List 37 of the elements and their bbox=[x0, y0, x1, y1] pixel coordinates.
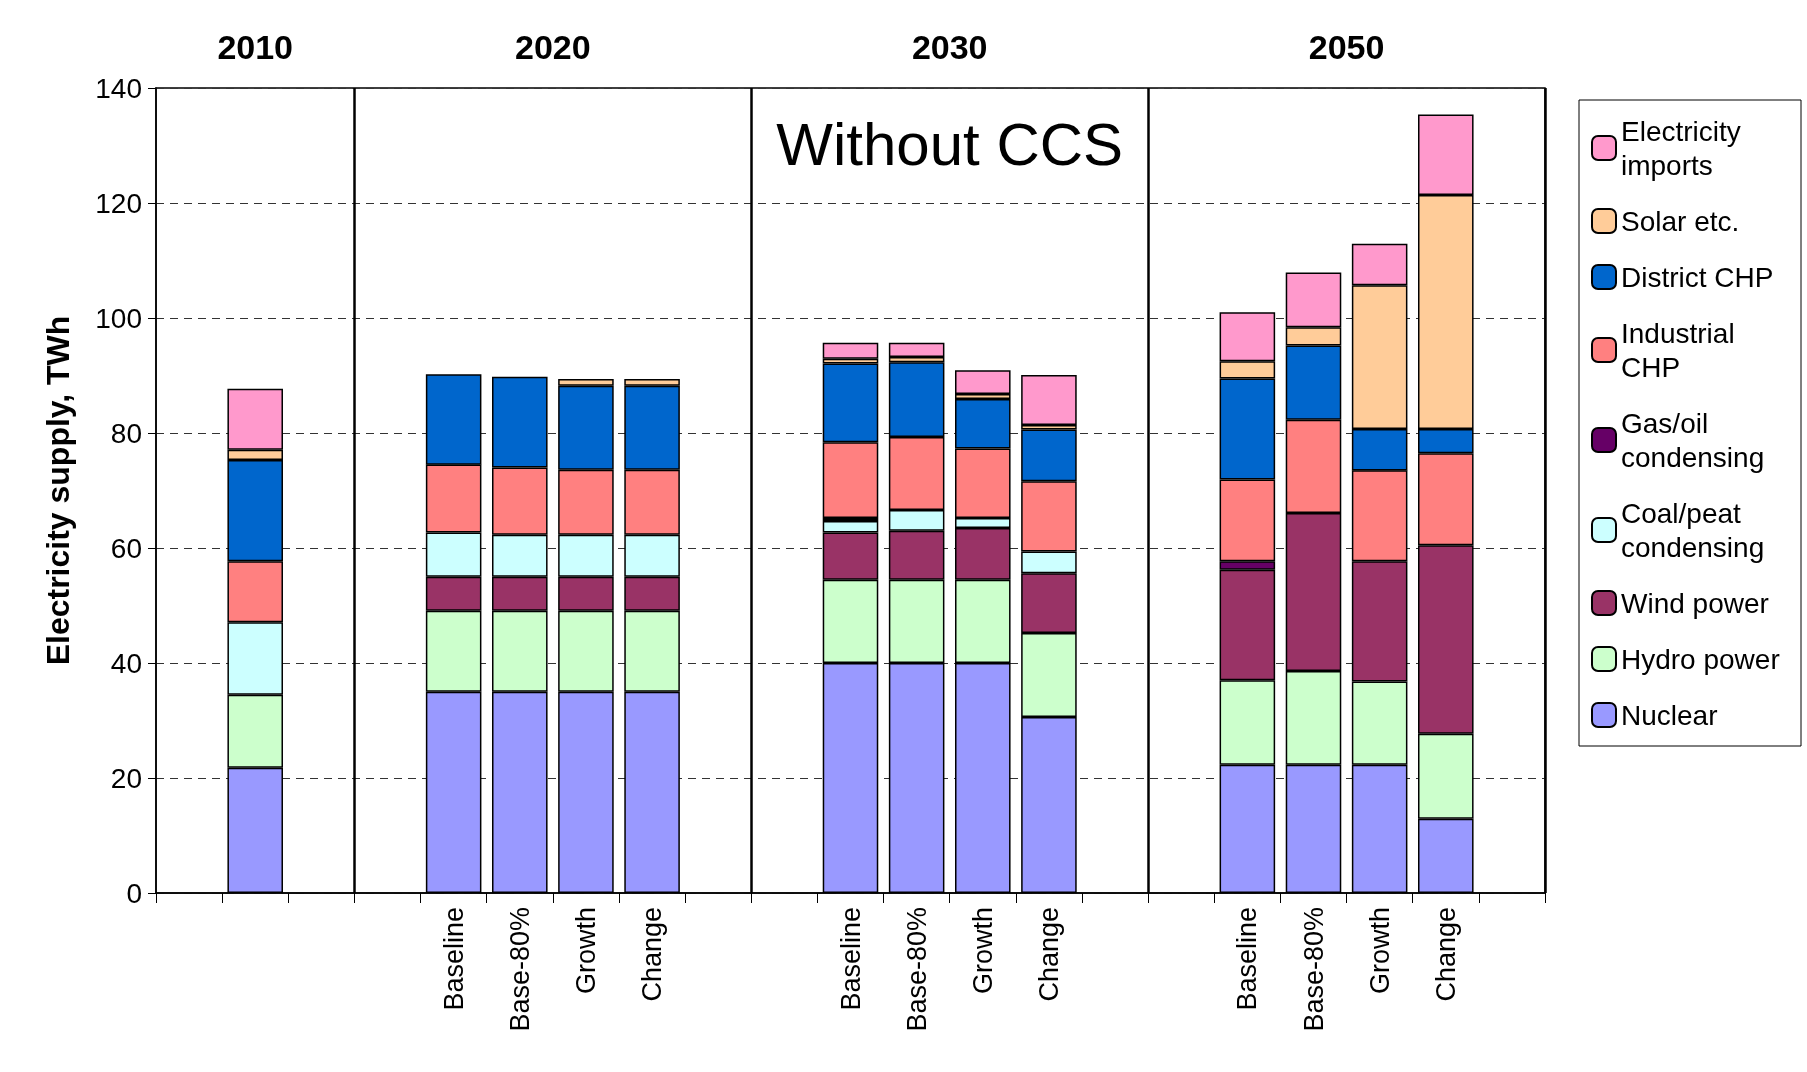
legend-label: District CHP bbox=[1621, 261, 1774, 293]
x-tick-label: Base-80% bbox=[504, 907, 535, 1032]
y-tick-label: 60 bbox=[110, 532, 142, 564]
x-tick-label: Baseline bbox=[835, 907, 866, 1011]
text: 2030 bbox=[911, 28, 988, 67]
x-tick-label: Change bbox=[1430, 907, 1461, 1002]
text: 2010 bbox=[217, 28, 294, 67]
y-tick-label: 0 bbox=[126, 877, 142, 909]
legend-label: Solar etc. bbox=[1621, 205, 1740, 237]
x-tick-label: Baseline bbox=[1232, 907, 1263, 1011]
y-tick-label: 80 bbox=[110, 417, 142, 449]
legend-label: Wind power bbox=[1621, 587, 1769, 619]
legend-label: Industrial CHP bbox=[1621, 317, 1743, 383]
x-tick-label: Base-80% bbox=[1298, 907, 1329, 1032]
legend-label: Coal/peat condensing bbox=[1621, 497, 1765, 563]
legend-label: Hydro power bbox=[1621, 643, 1780, 675]
legend-label: Electricity imports bbox=[1621, 115, 1749, 181]
text: 2050 bbox=[1308, 28, 1385, 67]
y-axis-title: Electricity supply, TWh bbox=[40, 315, 76, 666]
text: 2020 bbox=[515, 28, 591, 67]
x-tick-label: Growth bbox=[967, 907, 998, 995]
legend-label: Nuclear bbox=[1621, 699, 1718, 731]
x-tick-label: Growth bbox=[1364, 907, 1395, 995]
annotation: Without CCS bbox=[776, 110, 1124, 179]
y-tick-label: 140 bbox=[95, 72, 142, 104]
bar bbox=[888, 342, 945, 358]
x-tick-label: Base-80% bbox=[901, 907, 932, 1032]
y-tick-label: 120 bbox=[95, 187, 142, 219]
x-tick-label: Baseline bbox=[438, 907, 469, 1011]
y-tick-label: 40 bbox=[110, 647, 142, 679]
bar bbox=[822, 342, 879, 359]
legend-label: Gas/oil condensing bbox=[1621, 407, 1765, 473]
y-tick-label: 20 bbox=[110, 762, 142, 794]
x-tick-label: Change bbox=[637, 907, 668, 1002]
x-tick-label: Change bbox=[1033, 907, 1064, 1002]
y-tick-label: 100 bbox=[95, 302, 142, 334]
x-tick-label: Growth bbox=[570, 907, 601, 995]
